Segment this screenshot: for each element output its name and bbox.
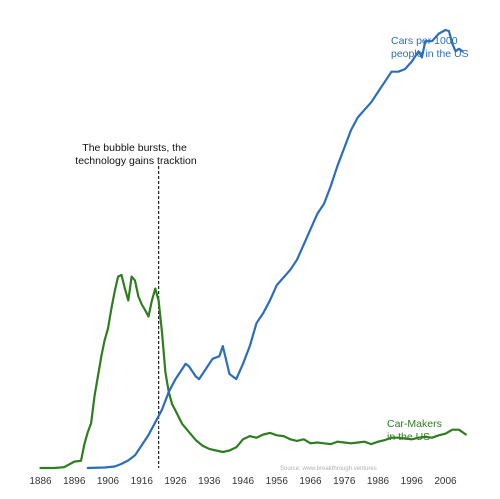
x-tick-label: 1956	[266, 476, 289, 487]
x-tick-label: 1936	[198, 476, 221, 487]
x-tick-label: 1926	[164, 476, 187, 487]
series-line-makers	[39, 273, 467, 470]
source-note: Source: www.breakthrough.ventures	[280, 466, 377, 472]
x-tick-label: 1976	[333, 476, 356, 487]
annotation-line-1: The bubble bursts, the	[82, 142, 187, 154]
x-tick-label: 1946	[232, 476, 255, 487]
series-line-cars	[86, 28, 464, 470]
series-label-makers-line-2: in the US	[387, 431, 430, 443]
x-tick-label: 1996	[401, 476, 424, 487]
x-tick-label: 1966	[299, 476, 322, 487]
chart-plot-area	[39, 28, 467, 470]
annotation-line-2: technology gains tracktion	[75, 155, 197, 167]
x-tick-label: 1906	[97, 476, 120, 487]
series-label-cars-line-2: people in the US	[391, 48, 469, 60]
x-tick-label: 1886	[29, 476, 52, 487]
x-axis-ticks: 1886 1896 1906 1916 1926 1936 1946 1956 1966 1976…	[29, 476, 457, 487]
annotation-text: The bubble bursts, the technology gains …	[75, 142, 197, 167]
x-tick-label: 1896	[63, 476, 86, 487]
x-tick-label: 1986	[367, 476, 390, 487]
series-label-makers: Car-Makers in the US	[387, 418, 445, 443]
x-tick-label: 2006	[434, 476, 457, 487]
series-label-makers-line-1: Car-Makers	[387, 418, 442, 430]
x-tick-label: 1916	[131, 476, 154, 487]
series-label-cars: Cars per 1000 people in the US	[391, 35, 469, 60]
series-label-cars-line-1: Cars per 1000	[391, 35, 458, 47]
